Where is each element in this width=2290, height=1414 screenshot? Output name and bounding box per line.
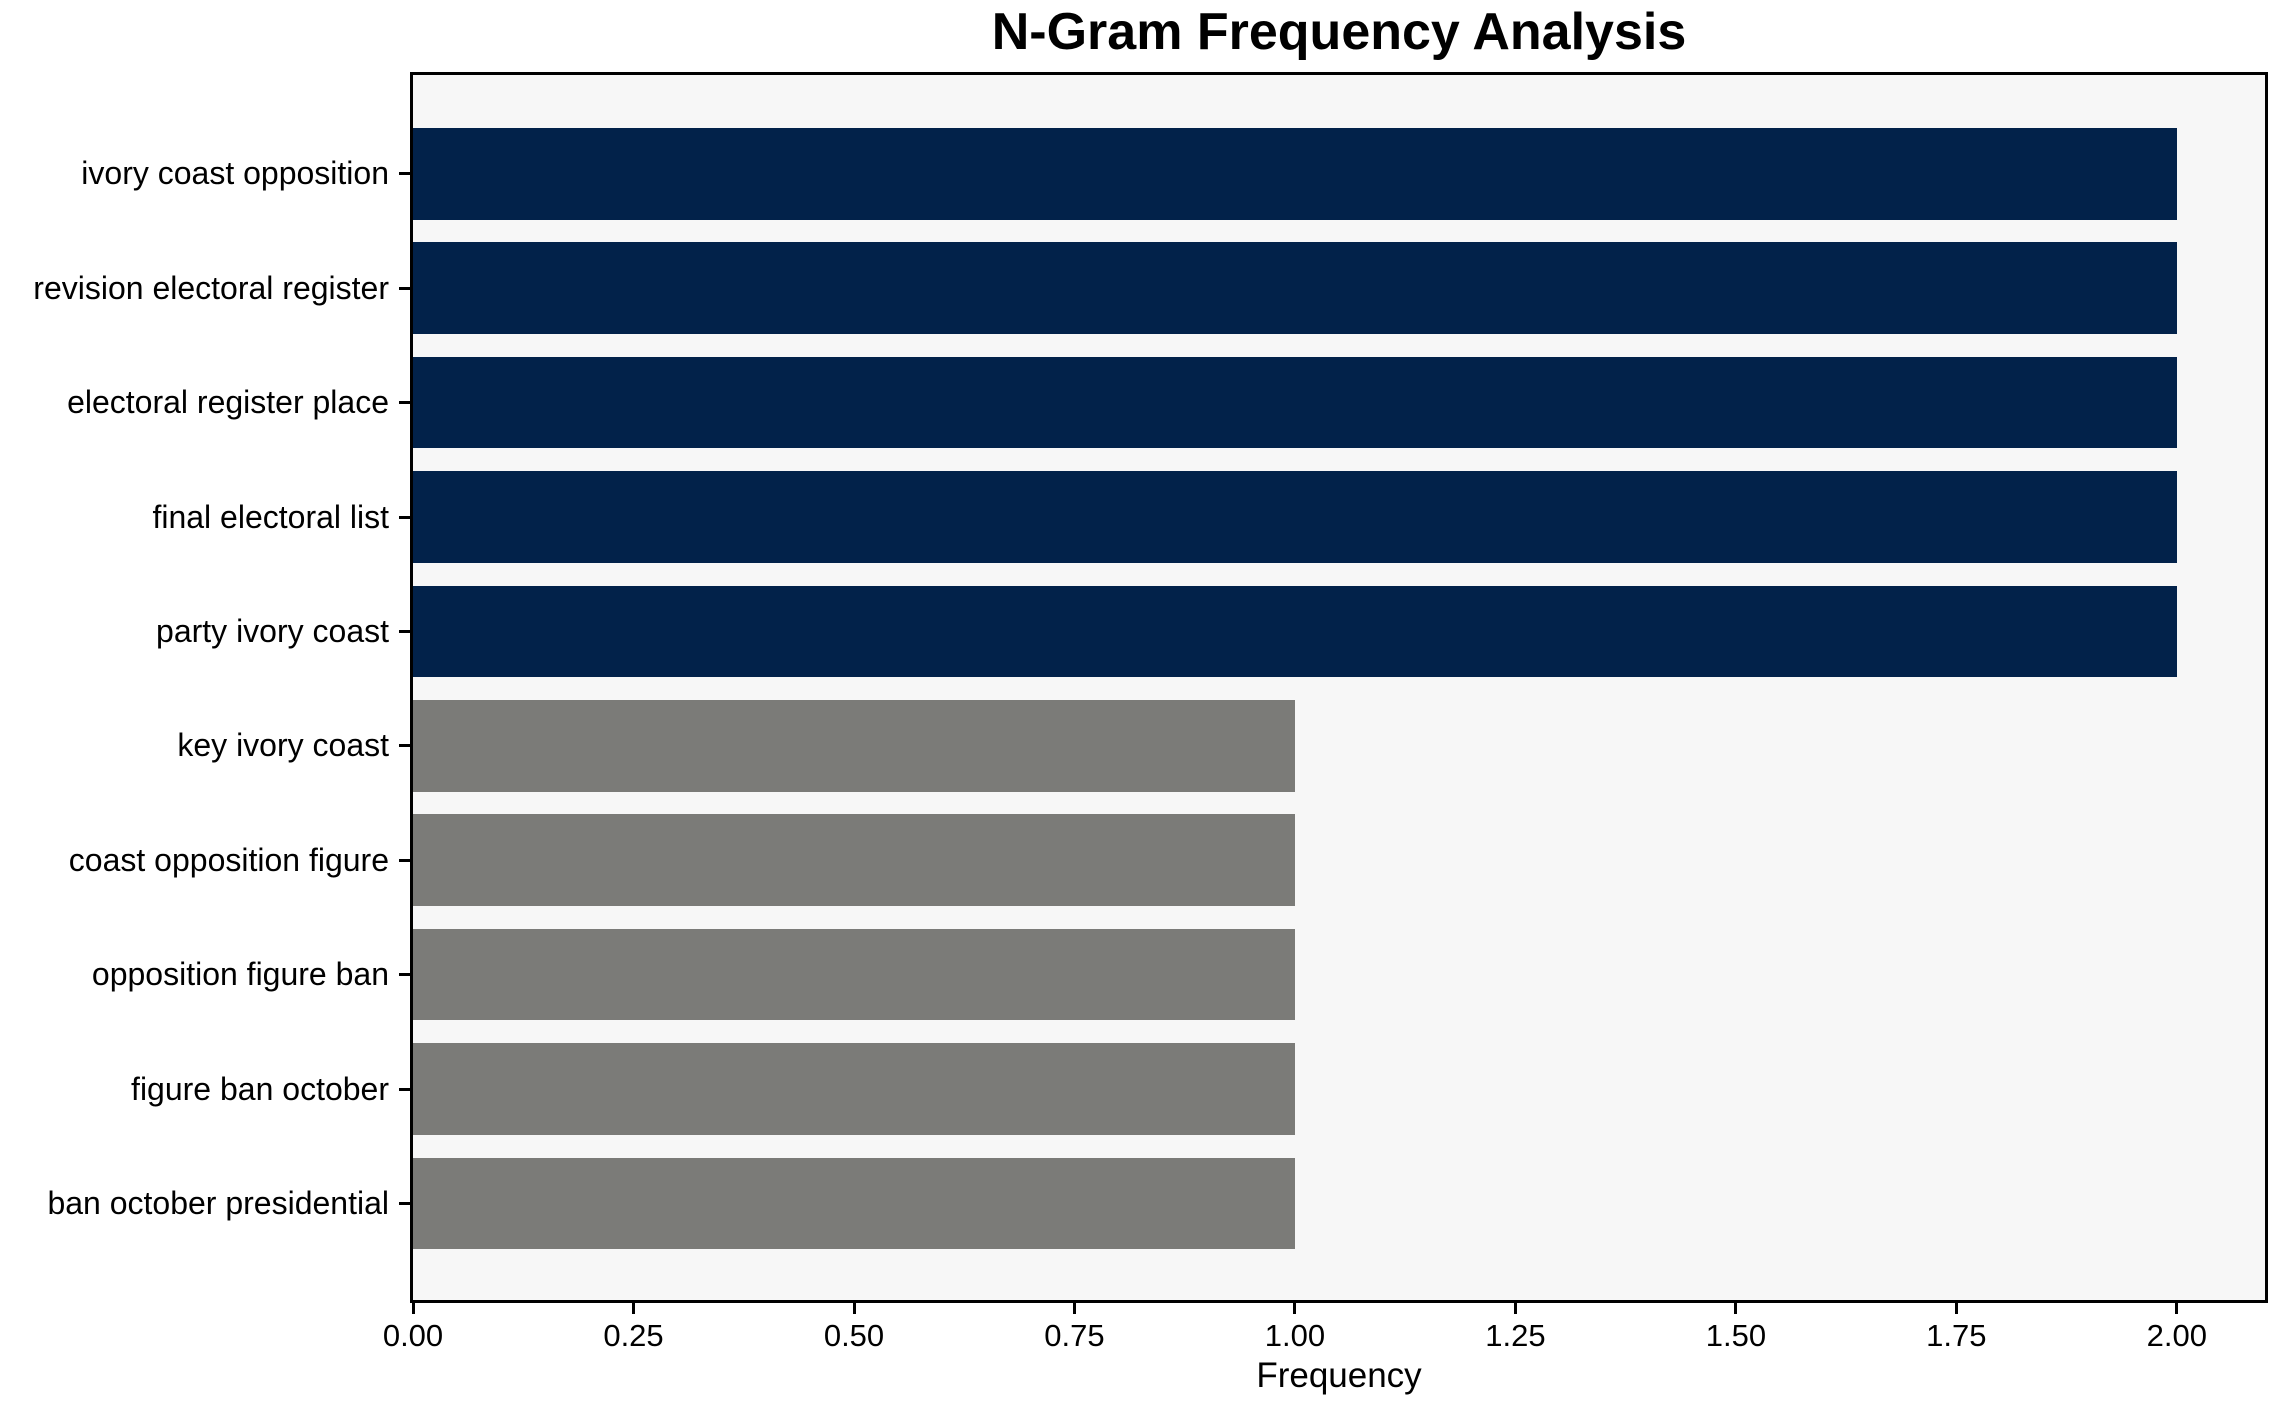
x-axis-label: Frequency xyxy=(1256,1356,1422,1395)
x-tick xyxy=(1734,1303,1738,1314)
x-tick-label: 0.75 xyxy=(1044,1318,1105,1353)
y-tick-label: coast opposition figure xyxy=(68,841,389,878)
y-tick xyxy=(399,1201,410,1205)
bar-electoral-register-place xyxy=(413,356,2177,449)
x-tick-label: 1.00 xyxy=(1264,1318,1326,1353)
y-tick-label: key ivory coast xyxy=(177,727,389,764)
y-tick xyxy=(399,515,410,519)
x-tick xyxy=(632,1303,635,1314)
bar-party-ivory-coast xyxy=(413,585,2177,678)
bar-opposition-figure-ban xyxy=(413,928,1295,1021)
x-tick-label: 0.25 xyxy=(603,1318,664,1353)
bar-figure-ban-october xyxy=(413,1043,1295,1135)
x-tick-label: 1.75 xyxy=(1926,1318,1987,1353)
bar-ban-october-presidential xyxy=(413,1157,1295,1250)
x-tick xyxy=(1513,1303,1517,1314)
y-tick xyxy=(399,858,410,862)
x-tick-label: 2.00 xyxy=(2146,1318,2207,1353)
x-tick xyxy=(1954,1303,1958,1314)
x-tick-label: 0.00 xyxy=(382,1318,444,1353)
y-tick-label: figure ban october xyxy=(131,1070,389,1107)
x-tick xyxy=(1072,1303,1076,1314)
chart-title: N-Gram Frequency Analysis xyxy=(991,3,1687,61)
bar-final-electoral-list xyxy=(413,471,2177,563)
bar-ivory-coast-opposition xyxy=(413,128,2177,220)
y-tick-label: revision electoral register xyxy=(33,269,389,306)
x-tick xyxy=(852,1303,856,1314)
y-tick-label: electoral register place xyxy=(67,384,389,421)
x-tick xyxy=(1293,1303,1297,1314)
y-tick-label: ban october presidential xyxy=(47,1184,389,1221)
y-tick xyxy=(399,744,410,748)
y-tick xyxy=(399,973,410,977)
y-tick xyxy=(399,1087,410,1091)
y-tick xyxy=(399,629,410,633)
y-tick xyxy=(399,401,410,405)
bar-revision-electoral-register xyxy=(413,242,2177,334)
bar-key-ivory-coast xyxy=(413,700,1295,792)
x-tick xyxy=(411,1303,415,1314)
y-tick xyxy=(399,172,410,176)
y-tick-label: final electoral list xyxy=(152,498,389,535)
y-tick-label: party ivory coast xyxy=(156,612,389,649)
bar-coast-opposition-figure xyxy=(413,814,1295,906)
y-tick-label: opposition figure ban xyxy=(91,956,389,993)
y-tick xyxy=(399,286,410,290)
x-tick xyxy=(2175,1303,2179,1314)
y-tick-label: ivory coast opposition xyxy=(81,155,389,192)
plot-area xyxy=(410,72,2268,1303)
x-tick-label: 1.50 xyxy=(1705,1318,1767,1353)
x-tick-label: 0.50 xyxy=(823,1318,885,1353)
x-tick-label: 1.25 xyxy=(1485,1318,1546,1353)
